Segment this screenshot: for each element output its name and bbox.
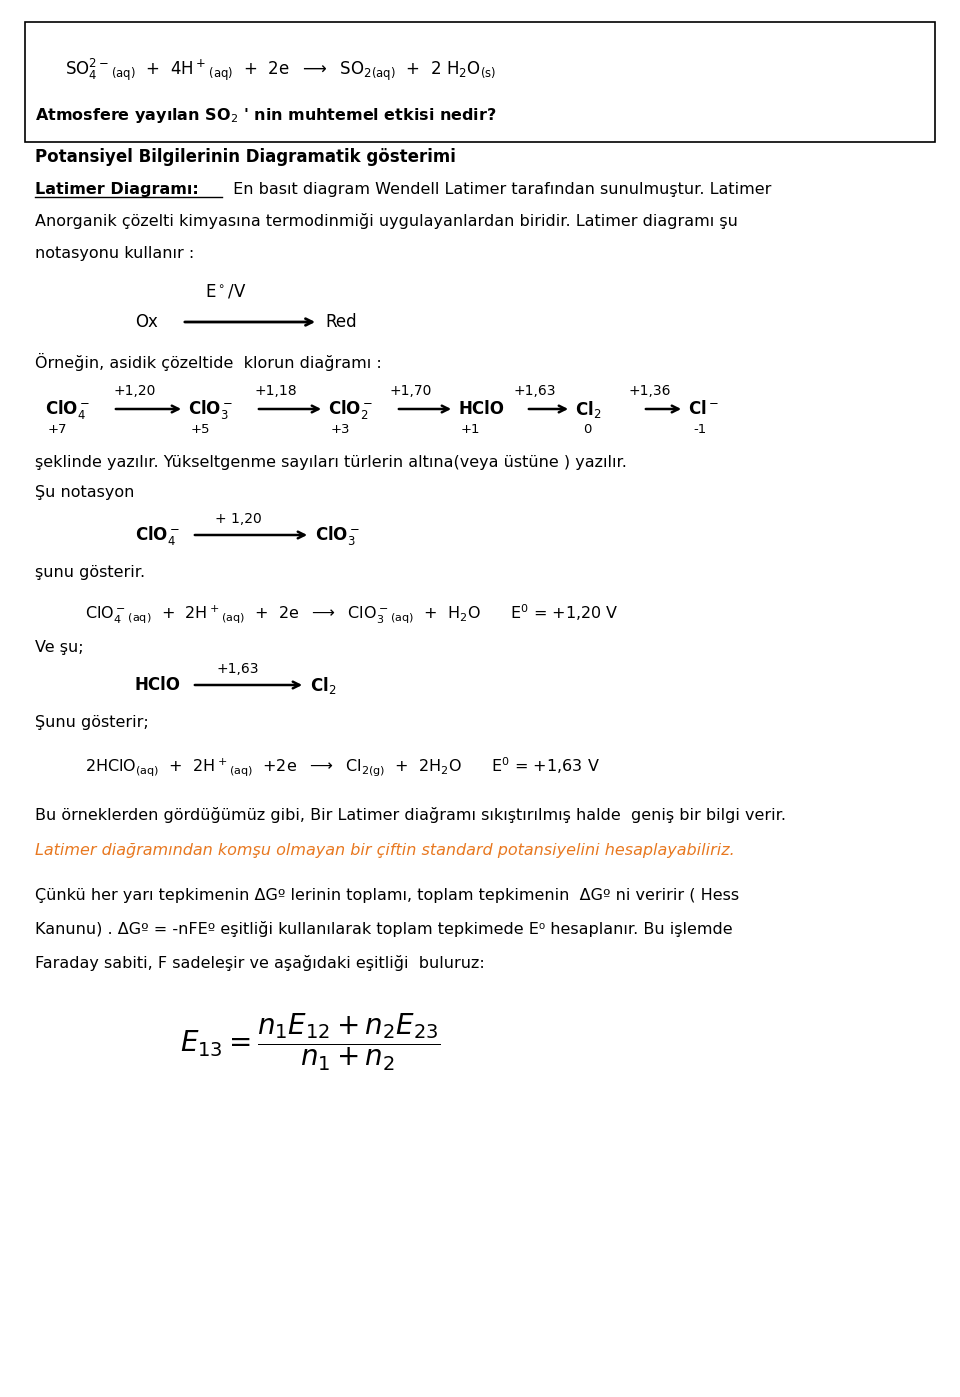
Text: 0: 0 [583, 422, 591, 436]
Text: ClO$_4^-$: ClO$_4^-$ [45, 398, 90, 420]
Text: Şu notasyon: Şu notasyon [35, 485, 134, 500]
Text: Atmosfere yayılan SO$_2$ ' nin muhtemel etkisi nedir?: Atmosfere yayılan SO$_2$ ' nin muhtemel … [35, 106, 496, 124]
Text: Red: Red [325, 313, 356, 331]
Text: Cl$_2$: Cl$_2$ [310, 675, 336, 696]
Text: Cl$^-$: Cl$^-$ [688, 400, 719, 418]
Text: Bu örneklerden gördüğümüz gibi, Bir Latimer diağramı sıkıştırılmış halde  geniş : Bu örneklerden gördüğümüz gibi, Bir Lati… [35, 807, 786, 823]
Text: ClO$_2^-$: ClO$_2^-$ [328, 398, 373, 420]
Text: ClO$_4^-$$_{\rm (aq)}$  +  2H$^+$$_{\rm (aq)}$  +  2e  $\longrightarrow$  ClO$_3: ClO$_4^-$$_{\rm (aq)}$ + 2H$^+$$_{\rm (a… [85, 602, 618, 626]
Text: ClO$_3^-$: ClO$_3^-$ [315, 524, 360, 546]
Text: En basıt diagram Wendell Latimer tarafından sunulmuştur. Latimer: En basıt diagram Wendell Latimer tarafın… [228, 182, 772, 197]
Text: Latimer diağramından komşu olmayan bir çiftin standard potansiyelini hesaplayabi: Latimer diağramından komşu olmayan bir ç… [35, 842, 734, 858]
Text: HClO: HClO [458, 400, 504, 418]
Text: 2HClO$_{\rm (aq)}$  +  2H$^+$$_{\rm (aq)}$  +2e  $\longrightarrow$  Cl$_{2\rm (g: 2HClO$_{\rm (aq)}$ + 2H$^+$$_{\rm (aq)}$… [85, 756, 600, 778]
Text: + 1,20: + 1,20 [215, 511, 261, 527]
Text: ClO$_4^-$: ClO$_4^-$ [135, 524, 180, 546]
Text: +1,20: +1,20 [113, 384, 156, 398]
Text: Ox: Ox [135, 313, 157, 331]
Text: Potansiyel Bilgilerinin Diagramatik gösterimi: Potansiyel Bilgilerinin Diagramatik göst… [35, 148, 456, 166]
Text: +5: +5 [190, 422, 209, 436]
Text: +1,63: +1,63 [217, 662, 259, 676]
Bar [25, 22, 935, 142]
Text: Kanunu) . ΔGº = -nFEº eşitliği kullanılarak toplam tepkimede E⁰ hesaplanır. Bu i: Kanunu) . ΔGº = -nFEº eşitliği kullanıla… [35, 921, 732, 937]
Text: ClO$_3^-$: ClO$_3^-$ [188, 398, 233, 420]
Text: Anorganik çözelti kimyasına termodinmiği uygulayanlardan biridir. Latimer diagra: Anorganik çözelti kimyasına termodinmiği… [35, 212, 738, 229]
Text: Şunu gösterir;: Şunu gösterir; [35, 714, 149, 729]
Text: şeklinde yazılır. Yükseltgenme sayıları türlerin altına(veya üstüne ) yazılır.: şeklinde yazılır. Yükseltgenme sayıları … [35, 454, 627, 469]
Text: +1,36: +1,36 [628, 384, 671, 398]
Text: SO$_4^{2-}$$_{\rm (aq)}$  +  4H$^+$$_{\rm (aq)}$  +  2e  $\longrightarrow$  SO$_: SO$_4^{2-}$$_{\rm (aq)}$ + 4H$^+$$_{\rm … [65, 57, 496, 84]
Text: Ve şu;: Ve şu; [35, 640, 84, 655]
Text: Çünkü her yarı tepkimenin ΔGº lerinin toplamı, toplam tepkimenin  ΔGº ni veririr: Çünkü her yarı tepkimenin ΔGº lerinin to… [35, 887, 739, 902]
Text: +1: +1 [460, 422, 480, 436]
Text: HClO: HClO [135, 676, 181, 694]
Text: +1,18: +1,18 [254, 384, 298, 398]
Text: +1,70: +1,70 [390, 384, 432, 398]
Text: notasyonu kullanır :: notasyonu kullanır : [35, 246, 194, 260]
Text: Latimer Diagramı:: Latimer Diagramı: [35, 182, 199, 197]
Text: Faraday sabiti, F sadeleşir ve aşağıdaki eşitliği  buluruz:: Faraday sabiti, F sadeleşir ve aşağıdaki… [35, 956, 485, 971]
Text: +1,63: +1,63 [514, 384, 556, 398]
Text: Cl$_2$: Cl$_2$ [575, 398, 601, 419]
Text: $E_{13} = \dfrac{n_1 E_{12} + n_2 E_{23}}{n_1 + n_2}$: $E_{13} = \dfrac{n_1 E_{12} + n_2 E_{23}… [180, 1011, 441, 1073]
Text: -1: -1 [693, 422, 707, 436]
Text: +3: +3 [330, 422, 349, 436]
Text: +7: +7 [47, 422, 67, 436]
Text: şunu gösterir.: şunu gösterir. [35, 564, 145, 580]
Text: Örneğin, asidik çözeltide  klorun diağramı :: Örneğin, asidik çözeltide klorun diağram… [35, 353, 382, 372]
Text: E$^\circ$/V: E$^\circ$/V [205, 284, 247, 300]
